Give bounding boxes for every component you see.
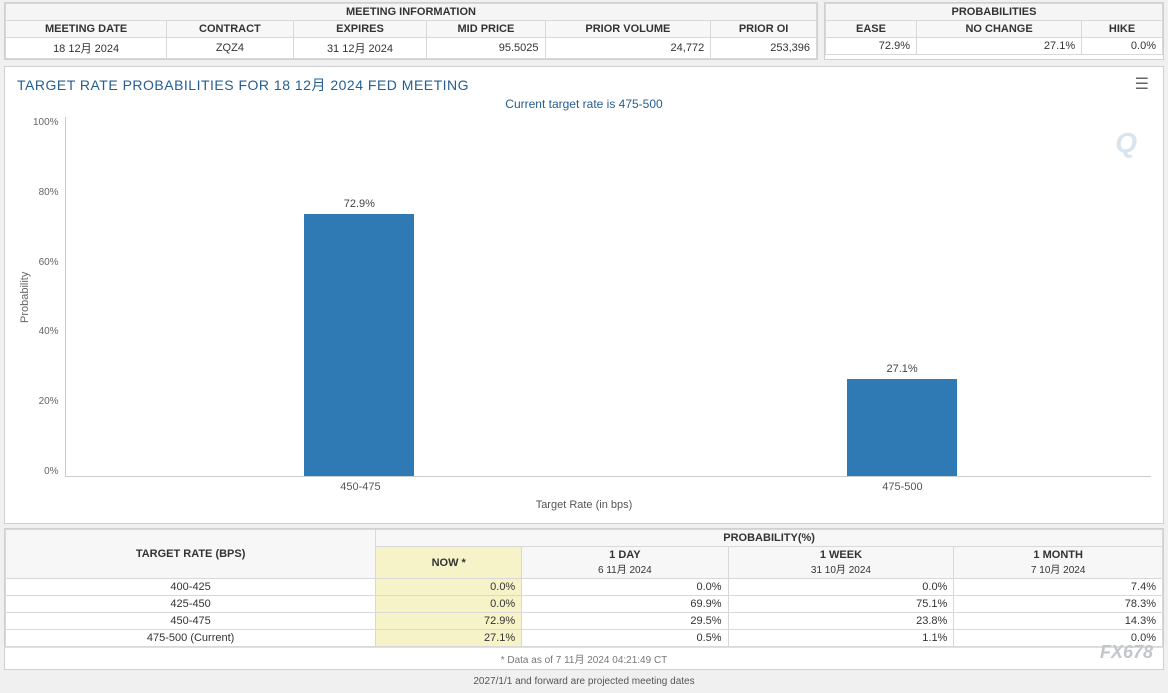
cell-meeting-date: 18 12月 2024 bbox=[6, 38, 167, 59]
cell-prior-oi: 253,396 bbox=[711, 38, 817, 59]
cell-mid-price: 95.5025 bbox=[427, 38, 545, 59]
period-col: 1 MONTH7 10月 2024 bbox=[954, 547, 1163, 579]
chart-plot-area: 72.9% 27.1% bbox=[65, 117, 1151, 477]
ytick: 80% bbox=[39, 187, 59, 198]
cell-target-rate: 425-450 bbox=[6, 596, 376, 613]
chart-bar-label: 27.1% bbox=[847, 363, 957, 375]
col-no-change: NO CHANGE bbox=[916, 21, 1081, 38]
col-expires: EXPIRES bbox=[293, 21, 427, 38]
col-contract: CONTRACT bbox=[167, 21, 293, 38]
cell-prior-volume: 24,772 bbox=[545, 38, 711, 59]
cell-probability: 0.0% bbox=[954, 630, 1163, 647]
chart-bar-label: 72.9% bbox=[304, 198, 414, 210]
cell-probability: 1.1% bbox=[728, 630, 954, 647]
cell-probability: 0.0% bbox=[522, 579, 728, 596]
col-prior-oi: PRIOR OI bbox=[711, 21, 817, 38]
chart-title: TARGET RATE PROBABILITIES FOR 18 12月 202… bbox=[17, 75, 1151, 95]
col-meeting-date: MEETING DATE bbox=[6, 21, 167, 38]
probabilities-table: PROBABILITIES EASE NO CHANGE HIKE 72.9% … bbox=[825, 3, 1163, 55]
col-probability: PROBABILITY(%) bbox=[376, 530, 1163, 547]
cell-probability: 27.1% bbox=[376, 630, 522, 647]
chart-yaxis: 100% 80% 60% 40% 20% 0% bbox=[33, 117, 65, 477]
cell-probability: 78.3% bbox=[954, 596, 1163, 613]
probabilities-title: PROBABILITIES bbox=[826, 4, 1163, 21]
chart-bar bbox=[304, 214, 414, 476]
cell-no-change: 27.1% bbox=[916, 38, 1081, 55]
col-hike: HIKE bbox=[1082, 21, 1163, 38]
col-target-rate: TARGET RATE (BPS) bbox=[6, 530, 376, 579]
chart-xtick: 475-500 bbox=[847, 481, 957, 493]
cell-target-rate: 450-475 bbox=[6, 613, 376, 630]
chart-subtitle: Current target rate is 475-500 bbox=[17, 97, 1151, 111]
ytick: 40% bbox=[39, 326, 59, 337]
cell-probability: 0.0% bbox=[376, 596, 522, 613]
cell-expires: 31 12月 2024 bbox=[293, 38, 427, 59]
projection-note: 2027/1/1 and forward are projected meeti… bbox=[0, 674, 1168, 693]
cell-probability: 29.5% bbox=[522, 613, 728, 630]
cell-probability: 14.3% bbox=[954, 613, 1163, 630]
table-row: 450-47572.9%29.5%23.8%14.3% bbox=[6, 613, 1163, 630]
ytick: 100% bbox=[33, 117, 59, 128]
chart-xtick: 450-475 bbox=[305, 481, 415, 493]
history-panel: TARGET RATE (BPS)PROBABILITY(%)NOW *1 DA… bbox=[4, 528, 1164, 670]
ytick: 60% bbox=[39, 257, 59, 268]
chart-xlabel: Target Rate (in bps) bbox=[17, 499, 1151, 511]
meeting-info-table: MEETING INFORMATION MEETING DATE CONTRAC… bbox=[5, 3, 817, 59]
cell-contract: ZQZ4 bbox=[167, 38, 293, 59]
chart-xaxis: 450-475 475-500 bbox=[67, 477, 1151, 495]
cell-probability: 69.9% bbox=[522, 596, 728, 613]
table-row: 475-500 (Current)27.1%0.5%1.1%0.0% bbox=[6, 630, 1163, 647]
chart-panel: ☰ Q TARGET RATE PROBABILITIES FOR 18 12月… bbox=[4, 66, 1164, 524]
chart-ylabel: Probability bbox=[17, 117, 33, 477]
cell-probability: 0.0% bbox=[376, 579, 522, 596]
meeting-info-panel: MEETING INFORMATION MEETING DATE CONTRAC… bbox=[4, 2, 818, 60]
history-table: TARGET RATE (BPS)PROBABILITY(%)NOW *1 DA… bbox=[5, 529, 1163, 647]
col-mid-price: MID PRICE bbox=[427, 21, 545, 38]
period-col: 1 DAY6 11月 2024 bbox=[522, 547, 728, 579]
period-col: NOW * bbox=[376, 547, 522, 579]
cell-probability: 7.4% bbox=[954, 579, 1163, 596]
period-col: 1 WEEK31 10月 2024 bbox=[728, 547, 954, 579]
cell-target-rate: 400-425 bbox=[6, 579, 376, 596]
cell-probability: 23.8% bbox=[728, 613, 954, 630]
cell-probability: 72.9% bbox=[376, 613, 522, 630]
table-row: 425-4500.0%69.9%75.1%78.3% bbox=[6, 596, 1163, 613]
chart-menu-icon[interactable]: ☰ bbox=[1135, 77, 1149, 93]
cell-hike: 0.0% bbox=[1082, 38, 1163, 55]
data-footnote: * Data as of 7 11月 2024 04:21:49 CT bbox=[5, 647, 1163, 669]
chart-bar bbox=[847, 379, 957, 476]
ytick: 0% bbox=[44, 466, 58, 477]
ytick: 20% bbox=[39, 396, 59, 407]
cell-probability: 0.5% bbox=[522, 630, 728, 647]
probabilities-panel: PROBABILITIES EASE NO CHANGE HIKE 72.9% … bbox=[824, 2, 1164, 60]
meeting-info-title: MEETING INFORMATION bbox=[6, 4, 817, 21]
col-ease: EASE bbox=[826, 21, 917, 38]
cell-probability: 75.1% bbox=[728, 596, 954, 613]
cell-ease: 72.9% bbox=[826, 38, 917, 55]
cell-target-rate: 475-500 (Current) bbox=[6, 630, 376, 647]
cell-probability: 0.0% bbox=[728, 579, 954, 596]
col-prior-volume: PRIOR VOLUME bbox=[545, 21, 711, 38]
table-row: 400-4250.0%0.0%0.0%7.4% bbox=[6, 579, 1163, 596]
